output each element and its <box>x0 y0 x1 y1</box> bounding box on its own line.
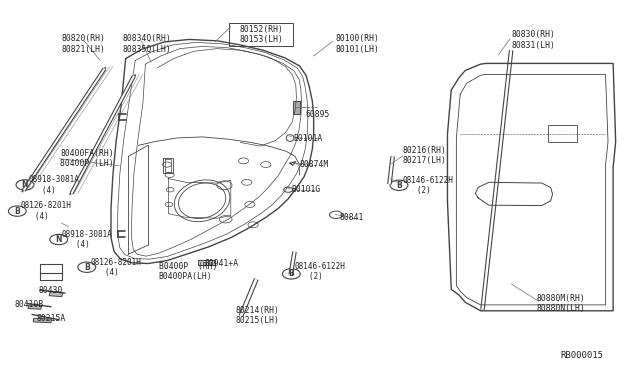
Text: 80152(RH)
80153(LH): 80152(RH) 80153(LH) <box>239 25 283 44</box>
FancyBboxPatch shape <box>229 23 293 46</box>
Text: 80834Q(RH)
80835Q(LH): 80834Q(RH) 80835Q(LH) <box>122 34 172 54</box>
Text: 08918-3081A
   (4): 08918-3081A (4) <box>62 230 113 249</box>
Text: 08126-8201H
   (4): 08126-8201H (4) <box>91 257 141 277</box>
Bar <box>33 318 52 323</box>
Text: 80874M: 80874M <box>300 160 329 169</box>
Text: 80941+A: 80941+A <box>204 259 238 268</box>
Text: 80820(RH)
80821(LH): 80820(RH) 80821(LH) <box>62 34 106 54</box>
Bar <box>49 291 63 297</box>
Text: 08918-3081A
   (4): 08918-3081A (4) <box>28 175 79 195</box>
Circle shape <box>78 262 96 272</box>
Text: 80430: 80430 <box>38 286 63 295</box>
Text: 80830(RH)
80831(LH): 80830(RH) 80831(LH) <box>511 31 555 50</box>
Text: N: N <box>22 180 28 189</box>
Circle shape <box>16 180 34 190</box>
Circle shape <box>50 234 68 245</box>
Bar <box>548 125 577 142</box>
Circle shape <box>282 269 300 279</box>
Text: B0400P  (RH)
B0400PA(LH): B0400P (RH) B0400PA(LH) <box>159 262 218 281</box>
Bar <box>293 101 300 114</box>
Bar <box>198 260 216 265</box>
Text: 80214(RH)
80215(LH): 80214(RH) 80215(LH) <box>236 305 280 325</box>
Text: B: B <box>15 206 20 216</box>
Text: 08126-8201H
   (4): 08126-8201H (4) <box>20 201 72 221</box>
Text: 80100(RH)
80101(LH): 80100(RH) 80101(LH) <box>336 34 380 54</box>
Text: 80400FA(RH)
80400P (LH): 80400FA(RH) 80400P (LH) <box>60 148 114 168</box>
Circle shape <box>390 180 408 190</box>
Text: 80410B: 80410B <box>14 300 44 310</box>
Text: 08146-6122H
   (2): 08146-6122H (2) <box>403 176 454 195</box>
Text: 80216(RH)
80217(LH): 80216(RH) 80217(LH) <box>403 146 447 166</box>
Text: 80215A: 80215A <box>36 314 66 323</box>
Text: B: B <box>289 269 294 278</box>
Text: N: N <box>56 235 62 244</box>
Text: B: B <box>396 181 402 190</box>
Text: 80880M(RH)
80880N(LH): 80880M(RH) 80880N(LH) <box>537 294 586 313</box>
Text: 08146-6122H
   (2): 08146-6122H (2) <box>294 262 346 281</box>
Circle shape <box>8 206 26 216</box>
Text: RB000015: RB000015 <box>561 350 604 360</box>
Text: B0101G: B0101G <box>291 185 321 194</box>
Text: 80841: 80841 <box>339 213 364 222</box>
Text: 60895: 60895 <box>306 109 330 119</box>
Text: B: B <box>84 263 90 272</box>
Text: B0101A: B0101A <box>293 134 323 142</box>
Bar <box>28 305 42 309</box>
